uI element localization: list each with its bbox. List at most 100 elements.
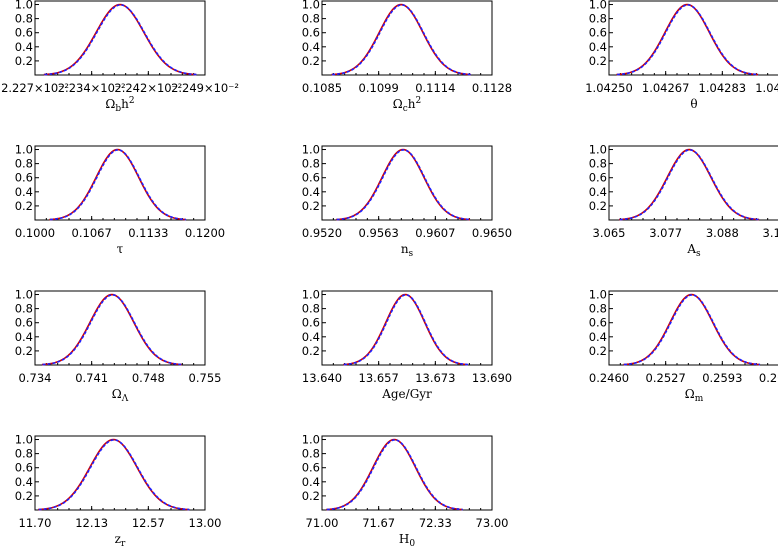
x-tick-label: 2.234×10⁻² bbox=[58, 81, 126, 95]
posterior-curve-red bbox=[326, 438, 463, 511]
y-tick-label: 1.0 bbox=[15, 143, 33, 157]
y-tick-label: 0.4 bbox=[15, 185, 33, 199]
posterior-curve-blue bbox=[42, 294, 183, 366]
x-tick-label: 13.640 bbox=[302, 371, 342, 385]
y-tick-label: 0.8 bbox=[15, 447, 33, 461]
x-tick-label: 0.1067 bbox=[72, 226, 112, 240]
y-tick-label: 0.6 bbox=[302, 316, 320, 330]
posterior-curve-blue bbox=[336, 149, 471, 221]
plot-frame bbox=[608, 290, 778, 366]
subplot-1: 0.20.40.60.81.0 2.227×10⁻²2.234×10⁻²2.242… bbox=[1, 0, 239, 114]
x-tick-label: 0.9563 bbox=[359, 226, 399, 240]
plot-frame bbox=[321, 435, 493, 511]
y-tick-label: 0.4 bbox=[15, 40, 33, 54]
y-tick-label: 0.8 bbox=[15, 12, 33, 26]
x-tick-label: 0.2660 bbox=[759, 371, 778, 385]
x-tick-label: 3.100 bbox=[763, 226, 778, 240]
y-tick-label: 0.2 bbox=[15, 344, 33, 358]
x-tick-label: 0.1133 bbox=[128, 226, 168, 240]
posterior-curve-red bbox=[41, 293, 182, 366]
y-tick-label: 0.6 bbox=[15, 171, 33, 185]
plot-frame bbox=[34, 290, 206, 366]
y-tick-label: 1.0 bbox=[302, 143, 320, 157]
x-tick-label: 13.690 bbox=[472, 371, 512, 385]
subplot-2: 0.20.40.60.81.0 0.1085 0.1099 0.1114 0.1128 Ω… bbox=[302, 0, 512, 114]
y-tick-label: 0.8 bbox=[589, 12, 607, 26]
y-tick-label: 0.2 bbox=[15, 199, 33, 213]
x-axis-label: Age/Gyr bbox=[381, 387, 432, 401]
y-tick-label: 0.6 bbox=[302, 461, 320, 475]
subplot-11: 0.20.40.60.81.0 71.00 71.67 72.33 73.00 H0 bbox=[302, 433, 509, 549]
x-tick-label: 2.242×10⁻² bbox=[114, 81, 182, 95]
x-tick-label: 0.748 bbox=[132, 371, 165, 385]
x-axis-label: Ωm bbox=[685, 387, 704, 404]
y-tick-label: 0.6 bbox=[15, 26, 33, 40]
x-tick-label: 0.734 bbox=[19, 371, 52, 385]
posterior-curve-red bbox=[331, 3, 471, 76]
y-tick-label: 0.4 bbox=[302, 40, 320, 54]
x-tick-label: 0.2527 bbox=[646, 371, 686, 385]
plot-frame bbox=[321, 290, 493, 366]
posterior-curve-blue bbox=[38, 439, 190, 511]
y-tick-label: 0.4 bbox=[302, 185, 320, 199]
y-tick-label: 0.2 bbox=[589, 199, 607, 213]
subplot-10: 0.20.40.60.81.0 11.70 12.13 12.57 13.00 zr bbox=[15, 433, 222, 549]
x-tick-label: 0.755 bbox=[189, 371, 222, 385]
x-tick-label: 71.67 bbox=[362, 516, 395, 530]
y-tick-label: 0.6 bbox=[15, 461, 33, 475]
x-tick-label: 13.657 bbox=[359, 371, 399, 385]
y-tick-label: 1.0 bbox=[589, 288, 607, 302]
y-tick-label: 0.2 bbox=[589, 344, 607, 358]
x-tick-label: 0.1114 bbox=[415, 81, 455, 95]
y-tick-label: 0.8 bbox=[589, 157, 607, 171]
x-tick-label: 0.1085 bbox=[302, 81, 342, 95]
y-tick-label: 0.6 bbox=[589, 26, 607, 40]
x-tick-label: 3.088 bbox=[706, 226, 739, 240]
x-tick-label: 71.00 bbox=[306, 516, 339, 530]
posterior-curve-red bbox=[343, 293, 468, 366]
y-tick-label: 0.2 bbox=[15, 54, 33, 68]
y-tick-label: 1.0 bbox=[302, 288, 320, 302]
x-tick-label: 0.9607 bbox=[415, 226, 455, 240]
plot-frame bbox=[321, 0, 493, 76]
x-axis-label: ΩΛ bbox=[112, 387, 129, 404]
y-tick-label: 0.2 bbox=[302, 199, 320, 213]
y-tick-label: 0.8 bbox=[15, 302, 33, 316]
y-tick-label: 0.4 bbox=[15, 475, 33, 489]
x-tick-label: 0.1128 bbox=[472, 81, 512, 95]
x-tick-label: 72.33 bbox=[419, 516, 452, 530]
y-tick-label: 0.2 bbox=[302, 54, 320, 68]
posterior-curve-blue bbox=[49, 149, 187, 221]
y-tick-label: 1.0 bbox=[302, 0, 320, 12]
x-axis-label: As bbox=[686, 242, 701, 259]
subplot-4: 0.20.40.60.81.0 0.1000 0.1067 0.1133 0.1200 τ bbox=[15, 143, 225, 256]
x-tick-label: 1.04250 bbox=[585, 81, 633, 95]
x-axis-label: Ωbh2 bbox=[105, 96, 134, 114]
plot-frame bbox=[608, 0, 778, 76]
posterior-curve-red bbox=[43, 3, 197, 76]
x-tick-label: 0.9520 bbox=[302, 226, 342, 240]
x-tick-label: 0.2593 bbox=[702, 371, 742, 385]
y-tick-label: 0.4 bbox=[302, 475, 320, 489]
y-tick-label: 0.8 bbox=[302, 12, 320, 26]
posterior-curve-blue bbox=[343, 294, 468, 366]
y-tick-label: 1.0 bbox=[15, 288, 33, 302]
y-tick-label: 1.0 bbox=[589, 143, 607, 157]
x-tick-label: 12.57 bbox=[132, 516, 165, 530]
x-axis-label: zr bbox=[115, 532, 126, 549]
y-tick-label: 0.8 bbox=[302, 157, 320, 171]
x-tick-label: 0.1200 bbox=[185, 226, 225, 240]
x-tick-label: 73.00 bbox=[476, 516, 509, 530]
y-tick-label: 0.4 bbox=[302, 330, 320, 344]
plot-frame bbox=[321, 145, 493, 221]
x-tick-label: 0.9650 bbox=[472, 226, 512, 240]
x-tick-label: 3.065 bbox=[593, 226, 626, 240]
y-tick-label: 0.4 bbox=[15, 330, 33, 344]
posterior-curve-red bbox=[49, 148, 186, 221]
x-axis-label: ns bbox=[401, 242, 414, 259]
x-tick-label: 2.227×10⁻² bbox=[1, 81, 69, 95]
y-tick-label: 0.8 bbox=[302, 447, 320, 461]
subplot-9: 0.20.40.60.81.0 0.2460 0.2527 0.2593 0.2660 Ω… bbox=[589, 288, 778, 404]
x-axis-label: Ωch2 bbox=[393, 96, 421, 114]
